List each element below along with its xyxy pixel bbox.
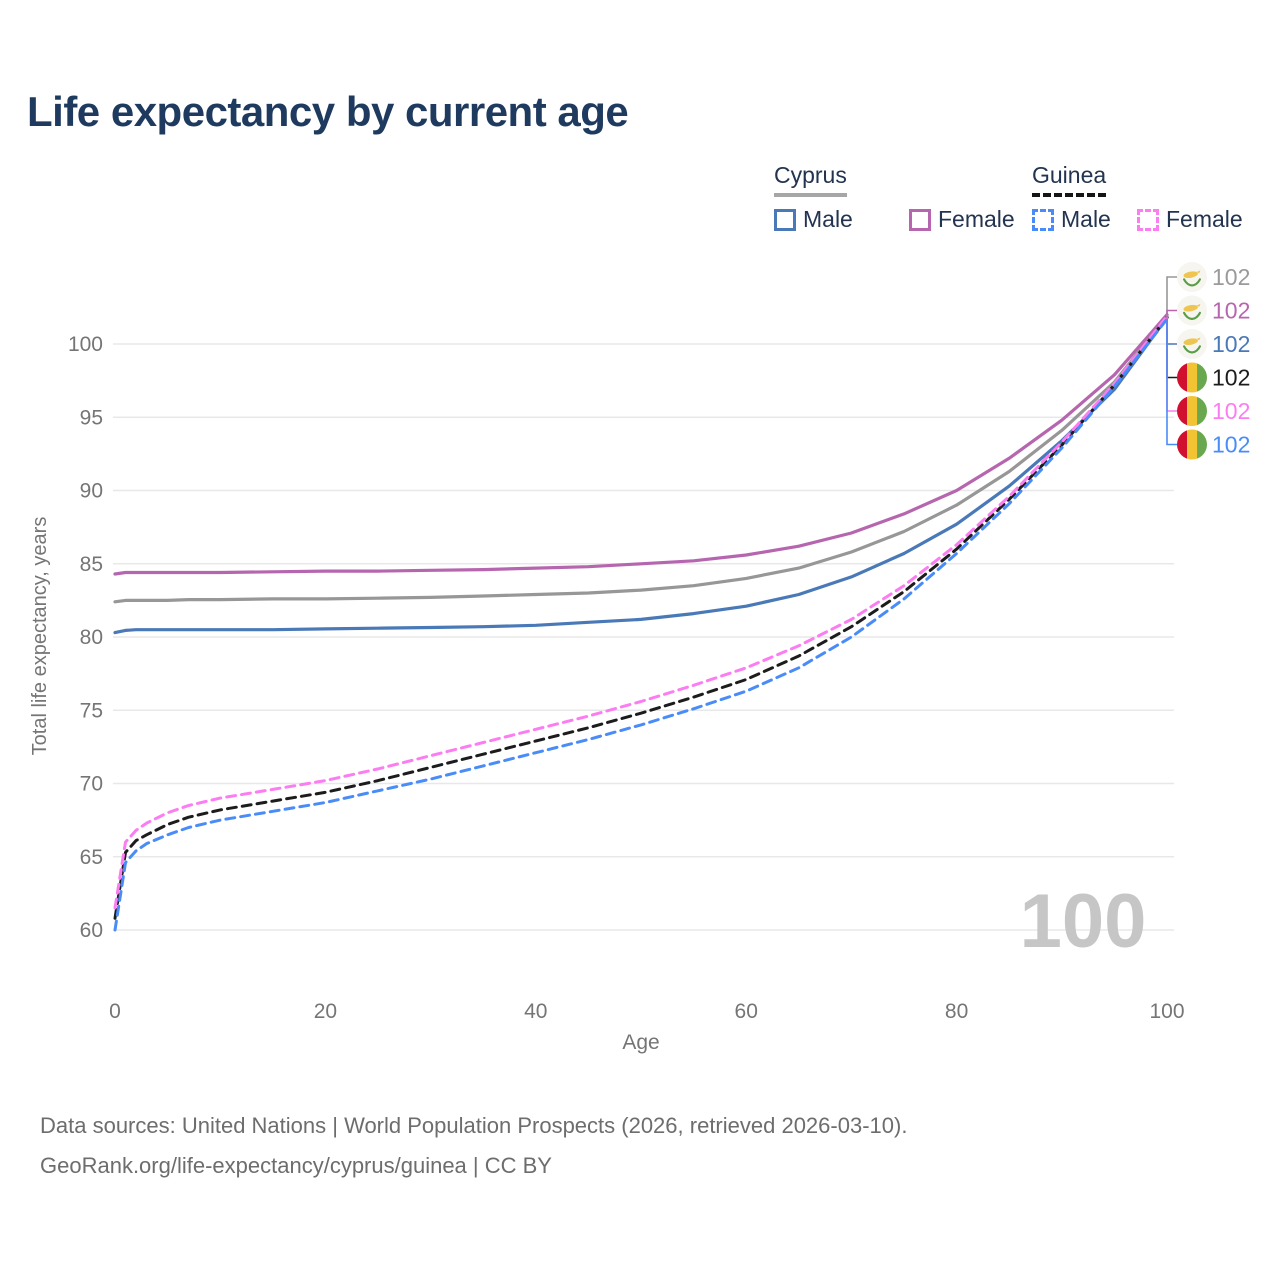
x-tick-label: 60 <box>735 1000 758 1023</box>
y-tick-label: 100 <box>68 333 103 356</box>
data-source-footer: Data sources: United Nations | World Pop… <box>40 1106 907 1186</box>
leader-line <box>1166 276 1177 317</box>
leader-line <box>1166 316 1177 412</box>
y-tick-label: 60 <box>80 919 103 942</box>
legend-item-cyprus-male[interactable]: Male <box>774 206 853 233</box>
gridlines <box>113 343 1174 931</box>
x-axis-title: Age <box>622 1031 659 1054</box>
legend-label: Male <box>1061 206 1111 232</box>
y-tick-label: 80 <box>80 626 103 649</box>
end-value-label-cyprus-total: 102 <box>1212 264 1250 290</box>
series-line-cyprus-female[interactable] <box>113 313 1169 576</box>
end-value-label-cyprus-female: 102 <box>1212 298 1250 324</box>
end-value-label-cyprus-male: 102 <box>1212 331 1250 357</box>
end-value-label-guinea-male: 102 <box>1212 432 1250 458</box>
legend-label: Female <box>1166 206 1243 232</box>
legend: Cyprus Guinea Male Female Male Female <box>0 0 1280 250</box>
series-lines <box>113 313 1169 932</box>
legend-cyprus-label: Cyprus <box>774 162 847 188</box>
leader-line <box>1166 317 1177 379</box>
cyprus-flag-icon <box>1177 329 1207 359</box>
guinea-flag-icon <box>1177 430 1207 460</box>
leader-line <box>1166 317 1177 345</box>
series-line-guinea-total[interactable] <box>113 316 1169 920</box>
x-tick-label: 20 <box>314 1000 337 1023</box>
series-line-cyprus-male[interactable] <box>113 316 1169 635</box>
y-tick-label: 75 <box>80 699 103 722</box>
guinea-dashed-line-swatch <box>1032 193 1107 197</box>
axis-ticks: 60 65 70 75 80 85 90 95 100 0 20 40 60 80 100 <box>68 333 1185 1023</box>
legend-item-guinea-male[interactable]: Male <box>1032 206 1111 233</box>
cyprus-male-swatch[interactable] <box>774 208 796 231</box>
age-cursor-watermark: 100 <box>1020 879 1147 964</box>
source-line-2: GeoRank.org/life-expectancy/cyprus/guine… <box>40 1153 552 1178</box>
page-title: Life expectancy by current age <box>27 88 629 135</box>
legend-group-guinea: Guinea <box>1032 162 1107 197</box>
y-tick-label: 70 <box>80 773 103 796</box>
cyprus-solid-line-swatch <box>774 193 847 197</box>
y-tick-label: 65 <box>80 846 103 869</box>
x-tick-label: 80 <box>945 1000 968 1023</box>
cyprus-flag-icon <box>1177 295 1207 326</box>
cyprus-flag-icon <box>1177 262 1207 292</box>
y-tick-label: 85 <box>80 553 103 576</box>
x-tick-label: 100 <box>1149 1000 1184 1023</box>
leader-line <box>1166 319 1177 446</box>
source-line-1: Data sources: United Nations | World Pop… <box>40 1113 908 1138</box>
legend-item-cyprus-female[interactable]: Female <box>909 206 1015 233</box>
y-tick-label: 90 <box>80 480 103 503</box>
legend-guinea-label: Guinea <box>1032 162 1107 188</box>
series-line-guinea-male[interactable] <box>113 317 1169 932</box>
x-tick-label: 0 <box>109 1000 121 1023</box>
legend-label: Female <box>938 206 1015 232</box>
legend-label: Male <box>803 206 853 232</box>
series-line-guinea-female[interactable] <box>113 314 1169 910</box>
end-labels: 102 102 102 102 102 102 <box>1166 262 1250 460</box>
legend-group-cyprus: Cyprus <box>774 162 847 197</box>
end-value-label-guinea-female: 102 <box>1212 398 1250 424</box>
guinea-flag-icon <box>1177 363 1207 393</box>
leader-line <box>1166 309 1177 315</box>
cyprus-female-swatch[interactable] <box>909 208 931 231</box>
guinea-flag-icon <box>1177 396 1207 426</box>
guinea-male-swatch[interactable] <box>1032 208 1054 231</box>
x-tick-label: 40 <box>524 1000 547 1023</box>
legend-item-guinea-female[interactable]: Female <box>1137 206 1243 233</box>
y-axis-title: Total life expectancy, years <box>29 517 51 756</box>
y-tick-label: 95 <box>80 406 103 429</box>
guinea-female-swatch[interactable] <box>1137 208 1159 231</box>
end-value-label-guinea-total: 102 <box>1212 365 1250 391</box>
series-line-cyprus-total[interactable] <box>113 314 1169 604</box>
